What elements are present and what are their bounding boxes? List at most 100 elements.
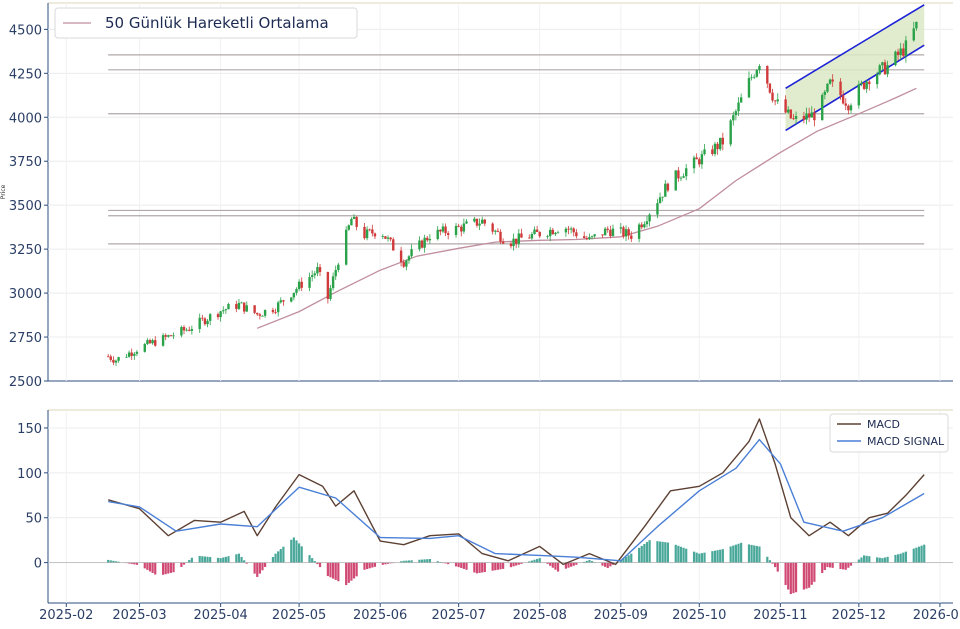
x-tick-label: 2025-06	[353, 608, 407, 623]
support-resistance-lines	[108, 54, 925, 245]
candle-body	[256, 312, 259, 315]
histogram-bar	[753, 545, 756, 563]
candle-body	[640, 224, 643, 228]
histogram-bar	[638, 547, 641, 563]
histogram-bar	[465, 562, 468, 570]
candle-body	[643, 224, 646, 228]
candle-body	[588, 237, 591, 239]
histogram-bar	[363, 562, 366, 570]
histogram-bar	[350, 562, 353, 581]
candle-body	[826, 83, 829, 92]
histogram-bar	[886, 556, 889, 563]
candle-body	[114, 360, 118, 363]
histogram-bar	[292, 537, 295, 563]
histogram-bar	[460, 562, 463, 568]
candle-body	[167, 335, 170, 337]
candle-body	[821, 94, 824, 121]
candle-body	[569, 228, 573, 230]
histogram-bar	[109, 560, 112, 563]
candle-body	[420, 240, 424, 248]
candle-body	[512, 238, 515, 247]
ma50-line	[256, 87, 917, 329]
candle-body	[771, 92, 774, 101]
candle-body	[164, 335, 167, 337]
histogram-bar	[585, 560, 588, 563]
histogram-bar	[277, 551, 280, 563]
histogram-bar	[682, 547, 685, 563]
histogram-bar	[167, 562, 170, 574]
histogram-bar	[826, 562, 829, 568]
x-tick-label: 2025-02	[39, 608, 93, 623]
histogram-bar	[481, 562, 484, 573]
macd-signal-line	[108, 438, 925, 562]
histogram-bar	[883, 557, 887, 563]
histogram-bar	[402, 560, 405, 563]
candle-body	[290, 297, 293, 302]
candle-body	[606, 228, 609, 230]
histogram-bar	[345, 562, 348, 586]
x-tick-label: 2025-10	[672, 608, 726, 623]
candle-body	[865, 81, 868, 89]
candle-body	[188, 329, 191, 331]
histogram-bar	[439, 561, 442, 563]
candle-body	[802, 116, 806, 120]
candle-body	[331, 276, 335, 289]
candle-body	[402, 262, 405, 267]
candle-body	[182, 327, 186, 331]
candle-body	[546, 236, 549, 237]
candle-body	[334, 269, 337, 277]
candle-body	[235, 304, 238, 309]
histogram-bar	[567, 562, 570, 568]
candle-body	[700, 154, 704, 165]
x-tick-label: 2025-03	[112, 608, 166, 623]
histogram-bar	[240, 556, 243, 563]
histogram-bar	[847, 562, 850, 568]
histogram-bar	[839, 562, 842, 570]
candle-body	[274, 312, 277, 313]
candle-body	[245, 305, 248, 312]
histogram-bar	[386, 562, 390, 564]
histogram-bar	[732, 545, 735, 563]
histogram-bar	[604, 562, 607, 567]
candle-body	[446, 233, 450, 235]
candle-body	[776, 99, 779, 102]
candle-body	[363, 226, 366, 239]
candle-body	[794, 116, 798, 119]
histogram-bar	[575, 562, 578, 565]
candle-body	[219, 311, 222, 318]
macd-y-tick-label: 0	[34, 557, 42, 572]
candle-body	[180, 327, 183, 336]
histogram-bar	[161, 562, 165, 575]
histogram-bar	[203, 556, 207, 563]
candle-body	[201, 317, 204, 319]
candle-body	[441, 226, 445, 232]
candle-body	[685, 168, 688, 177]
candle-body	[240, 302, 243, 304]
histogram-bar	[865, 555, 868, 563]
candle-body	[784, 99, 787, 113]
candle-body	[436, 229, 439, 240]
histogram-bar	[564, 562, 567, 569]
candle-body	[716, 143, 719, 150]
histogram-bar	[588, 559, 591, 563]
candle-body	[666, 183, 670, 191]
candle-body	[590, 236, 594, 238]
histogram-bar	[627, 555, 630, 563]
candle-body	[593, 234, 596, 237]
histogram-bar	[530, 560, 533, 563]
candle-body	[645, 221, 649, 225]
candle-body	[609, 229, 612, 237]
x-tick-label: 2025-05	[272, 608, 326, 623]
histogram-bar	[868, 556, 871, 563]
histogram-bar	[810, 562, 813, 585]
histogram-bar	[609, 562, 612, 567]
price-y-tick-label: 3250	[9, 243, 42, 258]
histogram-bar	[666, 542, 669, 563]
candle-body	[841, 95, 845, 104]
macd-lines	[108, 418, 925, 566]
price-y-tick-label: 2750	[9, 331, 42, 346]
candle-body	[627, 229, 630, 236]
candle-body	[729, 120, 732, 145]
histogram-bar	[384, 562, 387, 565]
candle-body	[881, 62, 884, 66]
